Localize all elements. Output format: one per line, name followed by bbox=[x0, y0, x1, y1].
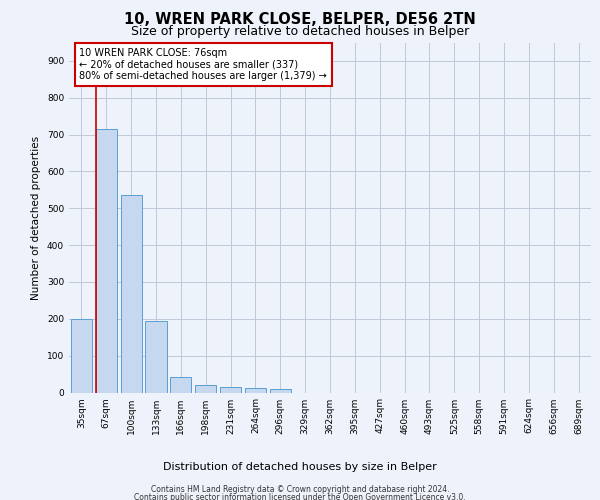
Y-axis label: Number of detached properties: Number of detached properties bbox=[31, 136, 41, 300]
Bar bbox=[96, 129, 117, 392]
Text: 10 WREN PARK CLOSE: 76sqm
← 20% of detached houses are smaller (337)
80% of semi: 10 WREN PARK CLOSE: 76sqm ← 20% of detac… bbox=[79, 48, 327, 81]
Text: Size of property relative to detached houses in Belper: Size of property relative to detached ho… bbox=[131, 25, 469, 38]
Bar bbox=[170, 377, 191, 392]
Bar bbox=[145, 322, 167, 392]
Text: 10, WREN PARK CLOSE, BELPER, DE56 2TN: 10, WREN PARK CLOSE, BELPER, DE56 2TN bbox=[124, 12, 476, 28]
Bar bbox=[195, 385, 216, 392]
Bar bbox=[245, 388, 266, 392]
Text: Distribution of detached houses by size in Belper: Distribution of detached houses by size … bbox=[163, 462, 437, 472]
Text: Contains public sector information licensed under the Open Government Licence v3: Contains public sector information licen… bbox=[134, 494, 466, 500]
Text: Contains HM Land Registry data © Crown copyright and database right 2024.: Contains HM Land Registry data © Crown c… bbox=[151, 485, 449, 494]
Bar bbox=[121, 194, 142, 392]
Bar bbox=[71, 319, 92, 392]
Bar bbox=[270, 389, 291, 392]
Bar bbox=[220, 387, 241, 392]
